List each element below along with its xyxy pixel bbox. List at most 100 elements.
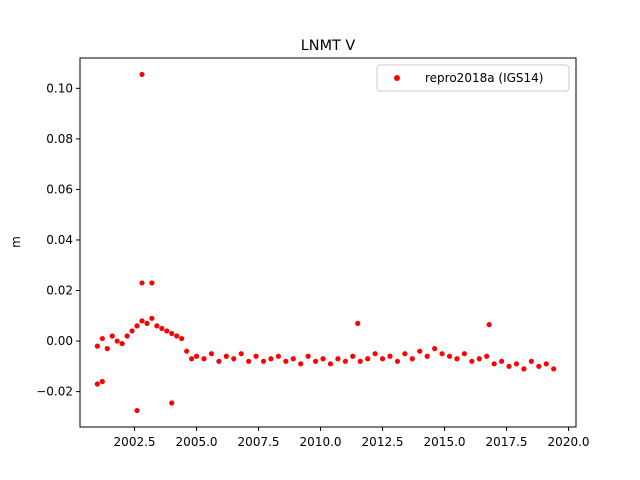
data-point: [154, 323, 160, 329]
data-point: [134, 323, 140, 329]
x-tick-label: 2010.0: [300, 435, 342, 449]
data-point: [387, 353, 393, 359]
data-point: [290, 356, 296, 362]
data-point: [114, 338, 120, 344]
data-point: [179, 335, 185, 342]
data-point: [355, 320, 361, 326]
data-point: [484, 353, 490, 359]
x-tick-label: 2007.5: [238, 435, 280, 449]
data-point: [432, 346, 438, 352]
x-tick-label: 2015.0: [424, 435, 466, 449]
data-point: [94, 343, 100, 349]
data-point: [327, 361, 334, 367]
x-tick-label: 2017.5: [486, 435, 528, 449]
data-point: [402, 351, 408, 357]
data-point: [134, 407, 140, 414]
data-point: [231, 356, 237, 362]
data-point: [379, 356, 386, 362]
legend-marker: [394, 75, 400, 81]
data-point: [521, 366, 527, 372]
data-point: [476, 356, 482, 362]
data-point: [513, 361, 520, 367]
y-tick-label: 0.08: [46, 132, 73, 146]
data-point: [551, 366, 557, 372]
data-point: [439, 351, 445, 357]
data-point: [342, 358, 348, 364]
data-point: [99, 378, 105, 385]
data-point: [394, 358, 401, 364]
data-point: [305, 353, 311, 359]
y-tick-label: −0.02: [36, 385, 73, 399]
y-tick-label: 0.10: [46, 81, 73, 95]
data-points: [94, 71, 557, 414]
data-point: [149, 315, 155, 321]
data-point: [139, 71, 145, 78]
legend: repro2018a (IGS14): [376, 64, 570, 92]
data-point: [283, 358, 289, 364]
data-point: [491, 361, 497, 367]
y-tick-label: 0.02: [46, 284, 73, 298]
data-point: [238, 351, 244, 357]
data-point: [469, 358, 475, 364]
data-point: [94, 381, 100, 387]
data-point: [149, 280, 155, 286]
data-point: [99, 335, 105, 342]
data-point: [139, 280, 145, 286]
x-tick-label: 2020.0: [548, 435, 590, 449]
data-point: [109, 333, 115, 339]
data-point: [139, 318, 145, 324]
data-point: [486, 322, 492, 328]
data-point: [506, 363, 512, 369]
y-axis-label: m: [9, 236, 23, 248]
data-point: [253, 353, 259, 359]
data-point: [104, 346, 110, 352]
data-point: [193, 353, 200, 359]
data-point: [409, 356, 415, 362]
data-point: [169, 400, 175, 406]
data-point: [246, 358, 252, 364]
data-point: [372, 351, 378, 357]
plot-frame: [79, 57, 577, 428]
data-point: [216, 358, 222, 364]
data-point: [499, 358, 505, 364]
x-tick-label: 2005.0: [176, 435, 218, 449]
data-point: [365, 356, 371, 362]
data-point: [144, 320, 150, 326]
data-point: [119, 341, 125, 347]
data-point: [201, 356, 207, 362]
data-point: [536, 363, 542, 369]
y-axis: −0.02 0.00 0.02 0.04 0.06 0.08 0.10: [36, 81, 80, 399]
data-point: [461, 351, 467, 357]
data-point: [357, 358, 363, 364]
y-tick-label: 0.04: [46, 233, 73, 247]
data-point: [335, 356, 341, 362]
data-point: [174, 333, 180, 339]
data-point: [446, 353, 453, 359]
data-point: [164, 328, 170, 334]
data-point: [543, 361, 549, 367]
data-point: [124, 333, 130, 339]
data-point: [159, 325, 165, 332]
x-axis: 2002.5 2005.0 2007.5 2010.0 2012.5 2015.0 2017…: [114, 427, 590, 449]
data-point: [129, 328, 135, 334]
x-tick-label: 2002.5: [114, 435, 156, 449]
chart-title: LNMT V: [301, 38, 356, 54]
data-point: [298, 361, 304, 367]
x-tick-label: 2012.5: [362, 435, 404, 449]
data-point: [454, 356, 460, 362]
legend-label: repro2018a (IGS14): [425, 71, 543, 85]
data-point: [223, 353, 229, 359]
data-point: [417, 348, 423, 354]
data-point: [350, 353, 356, 359]
data-point: [275, 353, 281, 359]
data-point: [184, 348, 190, 354]
data-point: [268, 356, 274, 362]
data-point: [313, 358, 319, 364]
data-point: [169, 330, 175, 337]
y-tick-label: 0.00: [46, 334, 73, 348]
data-point: [528, 358, 534, 364]
data-point: [320, 356, 326, 362]
data-point: [189, 356, 195, 362]
data-point: [208, 351, 215, 357]
